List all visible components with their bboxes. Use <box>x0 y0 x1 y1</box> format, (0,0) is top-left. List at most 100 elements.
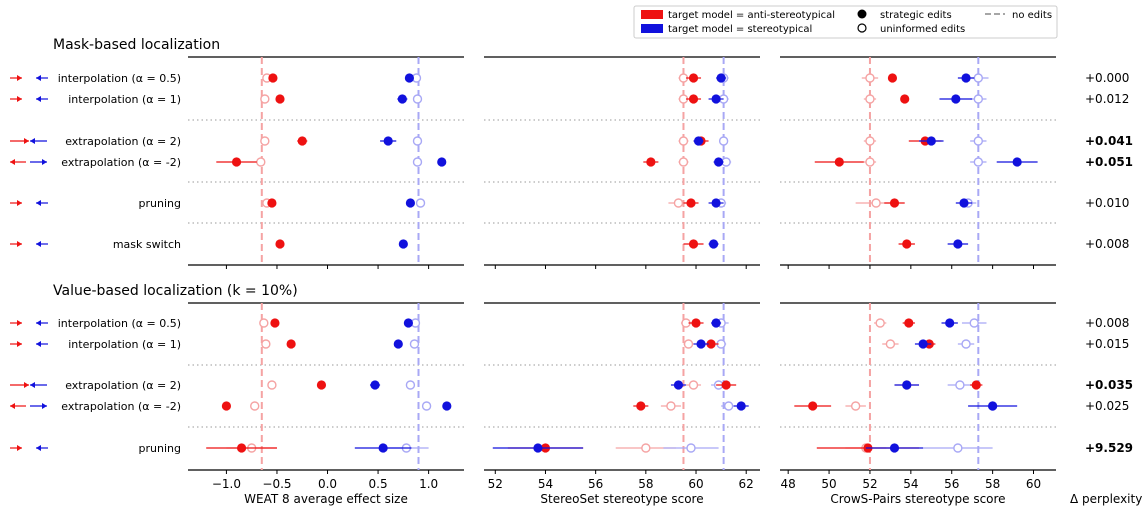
stereo-strategic-point <box>370 380 380 390</box>
anti-strategic-point <box>902 239 912 249</box>
stereo-strategic-point <box>711 94 721 104</box>
x-tick-label: 60 <box>688 477 703 491</box>
red-right-arrow-head <box>17 320 22 326</box>
stereo-strategic-point <box>405 198 416 208</box>
section-title: Value-based localization (k = 10%) <box>53 283 298 299</box>
stereo-strategic-point <box>696 339 706 349</box>
x-tick-label: −1.0 <box>212 477 241 491</box>
panel-stereoset-section-2: 52 54 56 58 60 62 StereoSet stereotype score <box>484 302 760 506</box>
anti-uninformed-point <box>267 380 277 390</box>
red-right-arrow-head <box>17 200 22 206</box>
anti-strategic-point <box>971 380 981 390</box>
x-tick-label: 56 <box>944 477 959 491</box>
row-label: interpolation (α = 0.5) <box>58 72 181 85</box>
stereo-uninformed-point <box>405 380 416 390</box>
perplexity-value: +0.010 <box>1085 196 1129 210</box>
row-label: interpolation (α = 0.5) <box>58 317 181 330</box>
stereo-uninformed-point <box>686 443 696 453</box>
legend: target model = anti-stereotypical target… <box>633 5 1058 39</box>
red-right-arrow-head <box>17 241 22 247</box>
direction-arrows <box>10 403 47 409</box>
anti-strategic-point <box>900 94 910 104</box>
blue-left-arrow-head <box>36 241 41 247</box>
red-left-arrow-head <box>10 403 15 409</box>
stereo-strategic-point <box>951 94 961 104</box>
stereo-strategic-point <box>961 73 971 83</box>
stereo-uninformed-point <box>961 339 971 349</box>
blue-left-arrow-head <box>36 200 41 206</box>
x-tick-label: −0.5 <box>262 477 291 491</box>
stereo-strategic-point <box>398 239 408 249</box>
stereo-strategic-point <box>673 380 684 390</box>
stereo-strategic-point <box>902 380 912 390</box>
anti-strategic-point <box>904 318 914 328</box>
stereo-strategic-point <box>714 157 724 167</box>
anti-strategic-point <box>275 94 285 104</box>
blue-left-arrow-head <box>30 138 35 144</box>
red-right-arrow-head <box>17 445 22 451</box>
stereo-uninformed-point <box>409 339 420 349</box>
anti-strategic-point <box>646 157 656 167</box>
row-label: extrapolation (α = 2) <box>65 135 181 148</box>
direction-arrows <box>10 75 48 81</box>
stereo-strategic-point <box>397 94 407 104</box>
anti-uninformed-point <box>865 136 875 146</box>
anti-strategic-point <box>267 198 277 208</box>
perplexity-header: Δ perplexity <box>1070 492 1142 506</box>
panel-crows-section-1 <box>780 56 1056 269</box>
panel-crows-section-2: 48 50 52 54 56 58 60 CrowS-Pairs stereotype sco… <box>780 302 1056 506</box>
x-tick-label: 54 <box>538 477 553 491</box>
row-label: extrapolation (α = -2) <box>61 156 181 169</box>
anti-uninformed-point <box>865 157 875 167</box>
stereo-strategic-point <box>716 73 726 83</box>
direction-arrows <box>10 96 48 102</box>
stereo-strategic-point <box>383 136 393 146</box>
anti-strategic-point <box>834 157 844 167</box>
anti-strategic-point <box>270 318 280 328</box>
stereo-uninformed-point <box>973 157 984 167</box>
legend-frame <box>633 5 1058 39</box>
row-label: pruning <box>139 197 181 210</box>
stereo-strategic-point <box>442 401 452 411</box>
x-axis-label: WEAT 8 average effect size <box>244 492 408 506</box>
anti-strategic-point <box>275 239 285 249</box>
legend-strategic-label: strategic edits <box>880 10 952 21</box>
direction-arrows <box>10 200 48 206</box>
anti-uninformed-point <box>678 157 689 167</box>
direction-arrows <box>10 341 48 347</box>
x-tick-label: 52 <box>488 477 503 491</box>
anti-strategic-point <box>691 318 701 328</box>
anti-strategic-point <box>706 339 716 349</box>
stereo-strategic-point <box>711 198 721 208</box>
blue-right-arrow-head <box>42 403 47 409</box>
perplexity-value: +0.035 <box>1085 378 1133 392</box>
legend-blue-label: target model = stereotypical <box>668 24 812 35</box>
stereo-uninformed-point <box>718 136 729 146</box>
stereo-uninformed-point <box>415 198 426 208</box>
red-right-arrow-head <box>24 138 29 144</box>
direction-arrows <box>10 320 48 326</box>
stereo-uninformed-point <box>953 443 963 453</box>
perplexity-value: +0.051 <box>1085 155 1133 169</box>
anti-uninformed-point <box>641 443 651 453</box>
anti-uninformed-point <box>259 318 269 328</box>
anti-uninformed-point <box>260 94 270 104</box>
anti-uninformed-point <box>871 198 881 208</box>
anti-strategic-point <box>297 136 307 146</box>
perplexity-value: +0.012 <box>1085 92 1129 106</box>
anti-uninformed-point <box>673 198 684 208</box>
perplexity-value: +9.529 <box>1085 441 1133 455</box>
anti-strategic-point <box>688 239 699 249</box>
x-axis-label: CrowS-Pairs stereotype score <box>830 492 1005 506</box>
stereo-uninformed-point <box>969 318 979 328</box>
perplexity-value: +0.008 <box>1085 237 1129 251</box>
anti-strategic-point <box>236 443 247 453</box>
x-tick-label: 0.5 <box>369 477 388 491</box>
anti-strategic-point <box>286 339 296 349</box>
row-label: extrapolation (α = -2) <box>61 400 181 413</box>
blue-left-arrow-head <box>36 320 41 326</box>
red-right-arrow-head <box>17 75 22 81</box>
anti-uninformed-point <box>688 380 699 390</box>
direction-arrows <box>10 382 47 388</box>
stereo-uninformed-point <box>973 73 984 83</box>
